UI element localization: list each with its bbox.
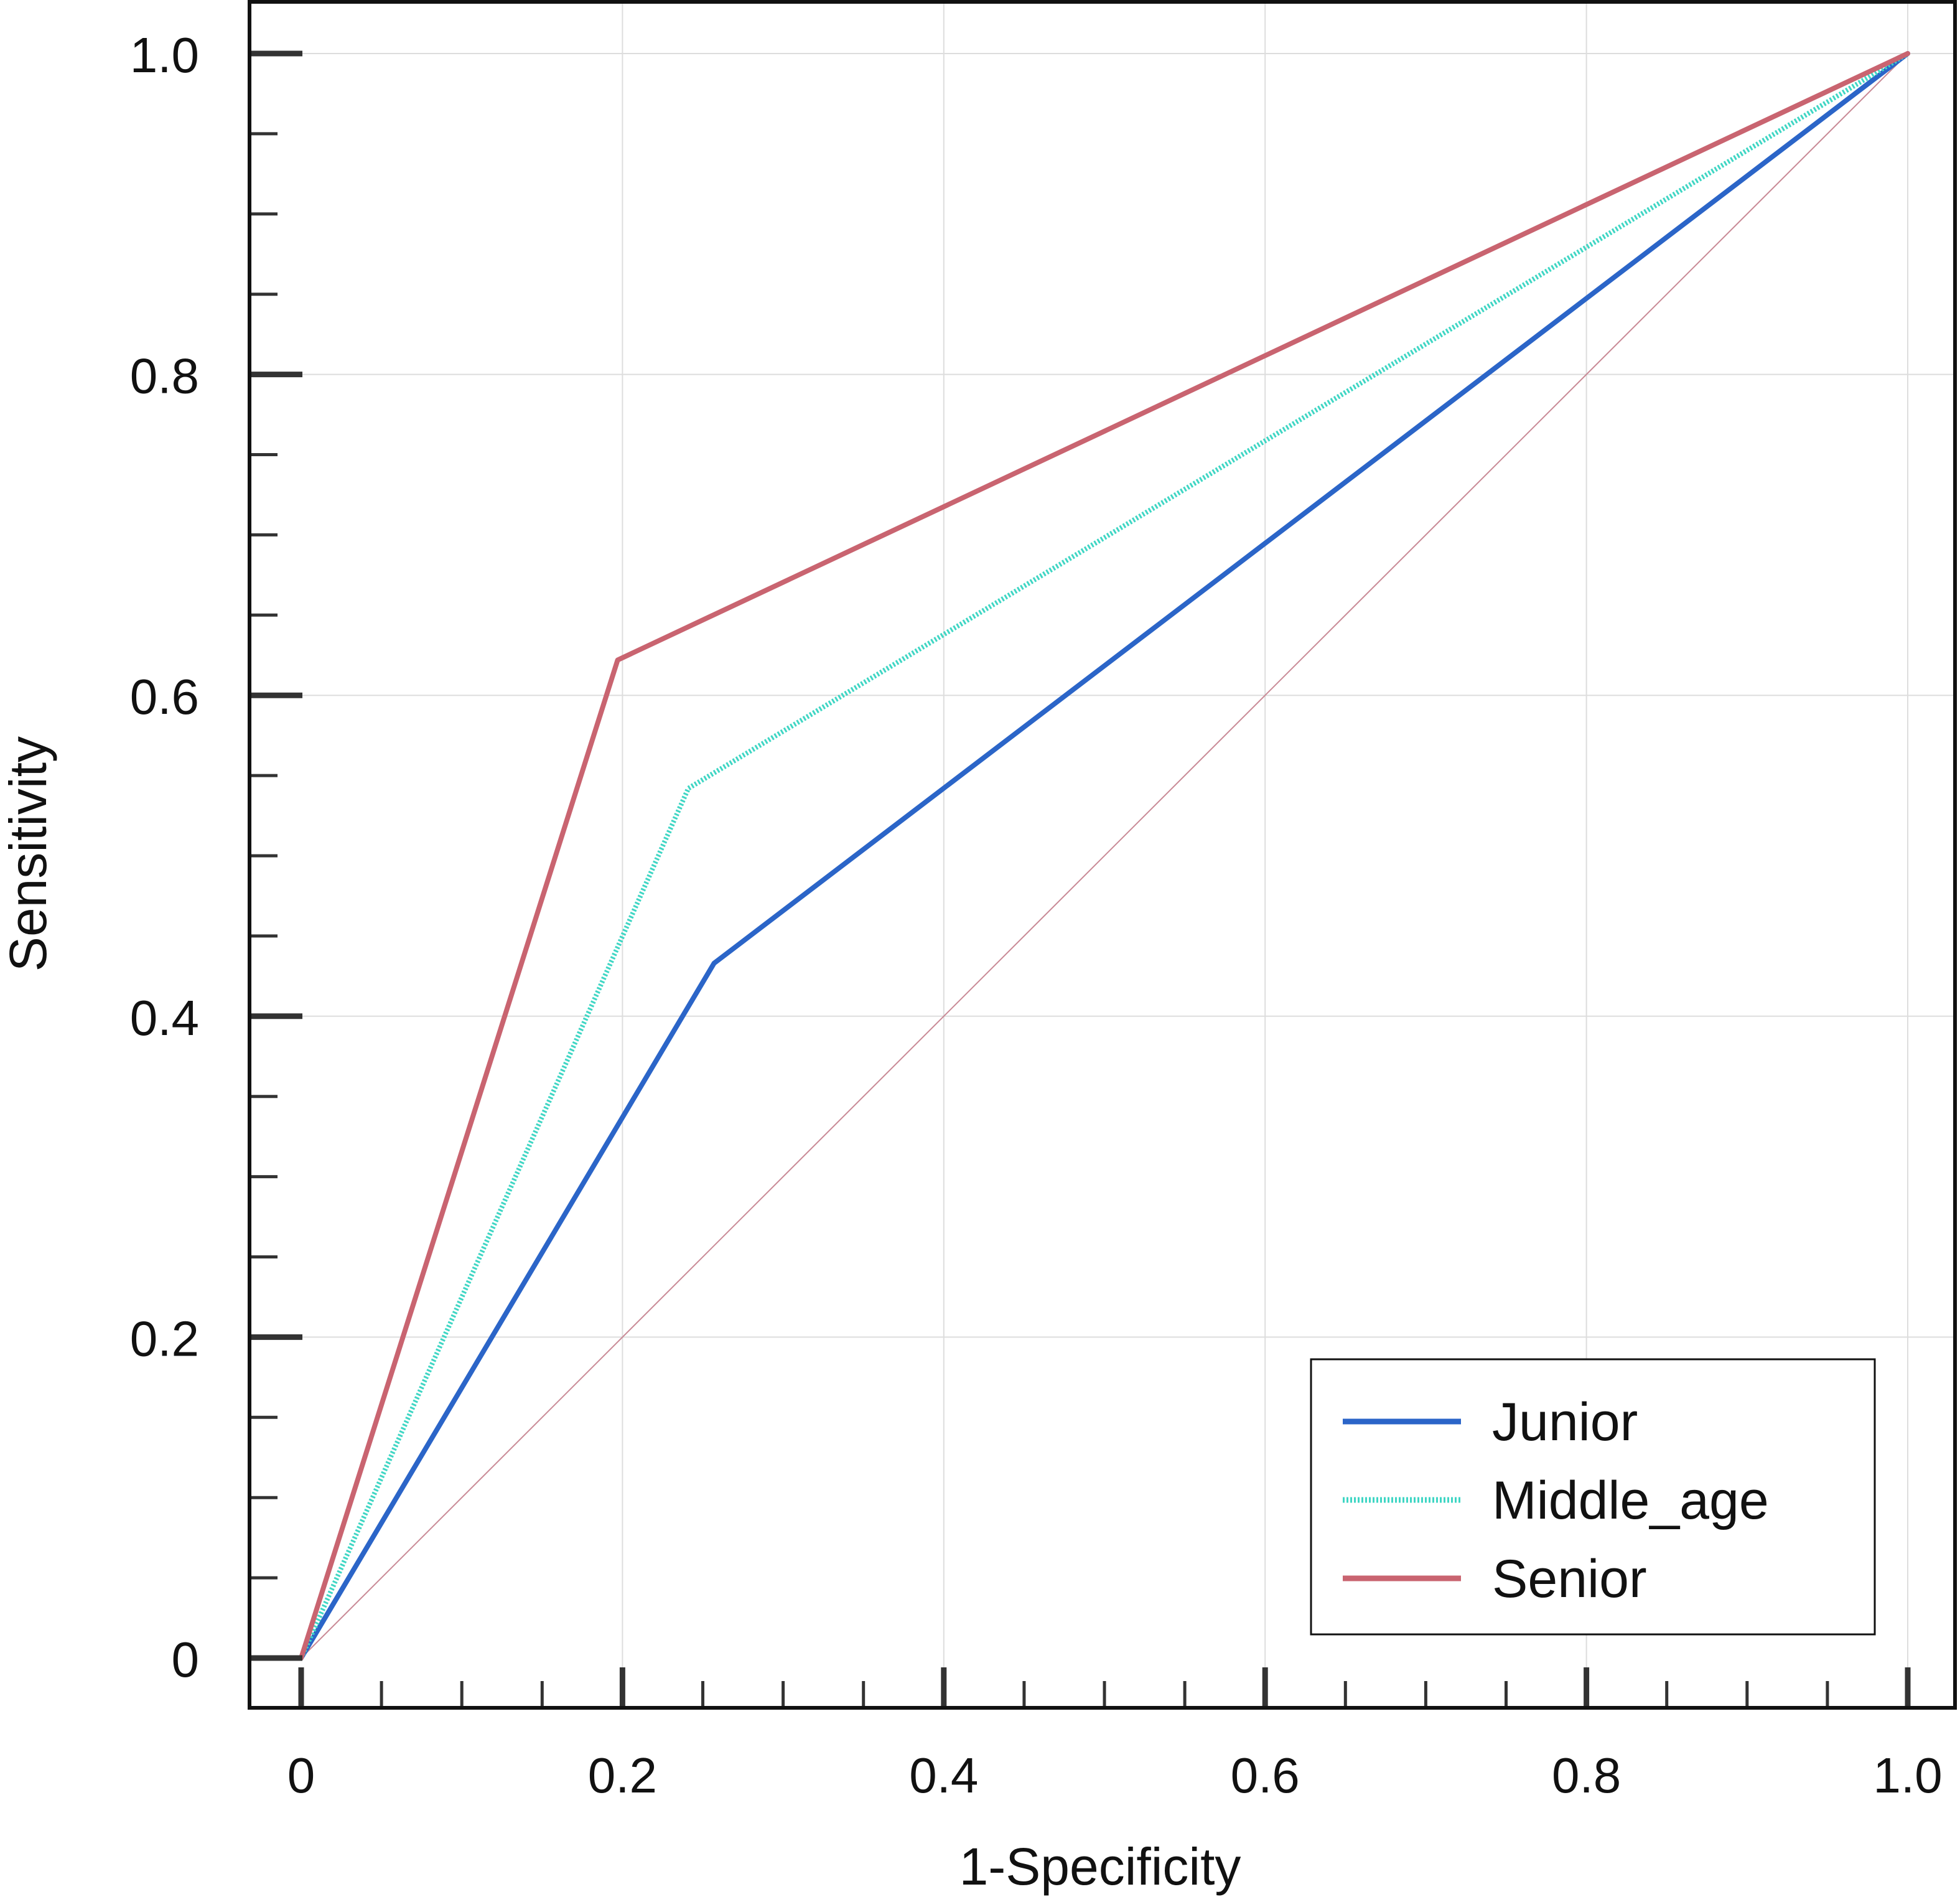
x-tick-label: 0.8 <box>1552 1748 1621 1803</box>
x-tick-label: 0 <box>287 1748 315 1803</box>
reference-diagonal-line <box>301 53 1908 1659</box>
y-tick-label: 0 <box>172 1632 200 1687</box>
x-tick-label: 0.4 <box>909 1748 978 1803</box>
legend-label-senior: Senior <box>1492 1549 1647 1609</box>
x-tick-label: 0.6 <box>1231 1748 1300 1803</box>
legend: Junior Middle_age Senior <box>1310 1358 1876 1636</box>
y-tick-label: 0.8 <box>130 349 199 404</box>
y-tick-label: 0.2 <box>130 1311 199 1366</box>
plot-frame <box>248 0 1957 1710</box>
series-line-junior <box>299 51 1910 1661</box>
ticks-layer <box>251 50 1911 1706</box>
grid-layer <box>251 4 1953 1706</box>
y-axis-label: Sensitivity <box>0 736 57 972</box>
y-tick-label: 0.6 <box>130 669 199 724</box>
series-line-senior <box>299 51 1910 1661</box>
legend-label-middle-age: Middle_age <box>1492 1471 1769 1530</box>
legend-label-junior: Junior <box>1492 1392 1638 1452</box>
tick-labels-layer: 0 0.2 0.4 0.6 0.8 1.0 0 0.2 0.4 0.6 0.8 1.0 <box>130 27 1943 1803</box>
series-line-middle-age <box>299 51 1910 1659</box>
legend-box <box>1310 1358 1876 1636</box>
y-tick-label: 0.4 <box>130 990 199 1046</box>
x-tick-label: 0.2 <box>588 1748 657 1803</box>
series-layer <box>299 51 1910 1661</box>
x-tick-label: 1.0 <box>1873 1748 1942 1803</box>
y-tick-label: 1.0 <box>130 27 199 83</box>
reference-layer <box>301 53 1908 1659</box>
x-axis-label: 1-Specificity <box>959 1837 1241 1896</box>
